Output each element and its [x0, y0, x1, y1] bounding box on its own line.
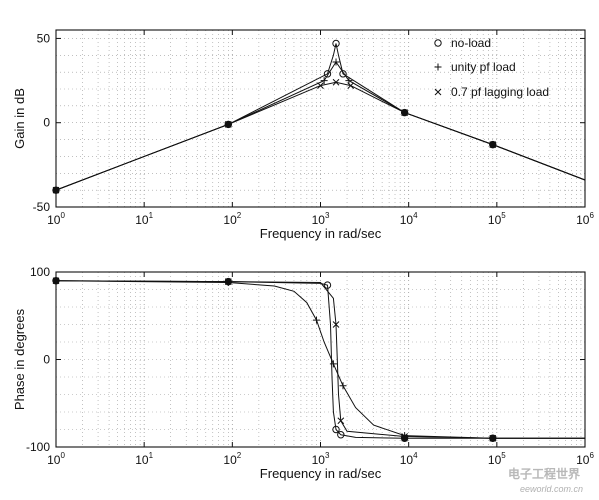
x-tick-label: 100 — [47, 451, 65, 467]
x-tick-base: 10 — [488, 453, 502, 467]
x-tick-base: 10 — [312, 213, 326, 227]
x-tick-label: 104 — [400, 451, 418, 467]
x-axis-label: Frequency in rad/sec — [260, 226, 382, 241]
coincident-point — [53, 187, 59, 194]
series-line — [55, 280, 585, 439]
legend-label: unity pf load — [451, 60, 516, 74]
coincident-point — [489, 141, 496, 148]
coincident-point — [401, 435, 408, 442]
x-tick-exponent: 6 — [589, 211, 594, 220]
x-tick-label: 103 — [312, 451, 330, 467]
data-marker-x — [434, 88, 442, 96]
watermark-logo: 电子工程世界 eeworld.com.cn — [508, 466, 583, 494]
x-tick-base: 10 — [400, 453, 414, 467]
x-tick-base: 10 — [488, 213, 502, 227]
x-tick-exponent: 3 — [325, 451, 330, 460]
watermark-main-text: 电子工程世界 — [508, 466, 580, 481]
x-tick-label: 101 — [135, 211, 153, 227]
x-tick-label: 105 — [488, 211, 506, 227]
data-marker-x — [337, 417, 345, 425]
coincident-point — [53, 277, 59, 284]
x-tick-exponent: 0 — [60, 211, 65, 220]
x-tick-base: 10 — [47, 213, 61, 227]
legend: no-load unity pf load 0.7 pf lagging load — [434, 36, 549, 99]
y-axis-label: Phase in degrees — [12, 308, 27, 410]
x-tick-exponent: 6 — [589, 451, 594, 460]
x-tick-base: 10 — [400, 213, 414, 227]
y-tick-label: -100 — [26, 440, 50, 454]
series-line — [55, 280, 585, 439]
x-tick-label: 102 — [223, 211, 241, 227]
data-marker-circle — [323, 281, 332, 289]
data-marker-x — [317, 82, 324, 89]
series-line — [55, 81, 586, 191]
coincident-point — [225, 121, 232, 128]
data-marker-plus — [339, 382, 347, 390]
grid-lines — [56, 272, 585, 447]
data-marker-x — [332, 321, 340, 328]
y-tick-label: -50 — [33, 200, 51, 214]
coincident-point — [489, 435, 496, 442]
y-tick-label: 0 — [43, 116, 50, 130]
y-axis-label: Gain in dB — [12, 88, 27, 149]
x-tick-base: 10 — [223, 213, 237, 227]
data-marker-circle — [434, 39, 442, 47]
data-marker-plus — [312, 316, 320, 324]
x-axis-label: Frequency in rad/sec — [260, 466, 382, 481]
data-marker-x — [347, 82, 355, 89]
x-tick-base: 10 — [312, 453, 326, 467]
x-tick-label: 102 — [223, 451, 241, 467]
y-tick-label: 0 — [43, 353, 50, 367]
x-tick-base: 10 — [223, 453, 237, 467]
data-marker-plus — [332, 58, 340, 66]
y-tick-label: 50 — [37, 31, 51, 45]
x-tick-base: 10 — [576, 453, 590, 467]
x-tick-exponent: 4 — [413, 451, 418, 460]
coincident-point — [225, 278, 232, 285]
grid-lines — [56, 30, 585, 207]
data-marker-circle — [337, 431, 345, 439]
x-tick-exponent: 4 — [413, 211, 418, 220]
x-tick-exponent: 1 — [149, 211, 154, 220]
x-tick-label: 104 — [400, 211, 418, 227]
x-tick-exponent: 3 — [325, 211, 330, 220]
x-tick-exponent: 1 — [149, 451, 154, 460]
x-tick-base: 10 — [135, 453, 149, 467]
x-tick-exponent: 5 — [501, 211, 506, 220]
legend-label: 0.7 pf lagging load — [451, 85, 549, 99]
data-marker-circle — [323, 70, 332, 78]
data-marker-plus — [345, 77, 353, 85]
x-tick-label: 106 — [576, 211, 594, 227]
data-marker-plus — [434, 63, 442, 71]
data-marker-circle — [339, 70, 347, 78]
x-tick-label: 101 — [135, 451, 153, 467]
data-marker-x — [332, 78, 340, 86]
x-tick-label: 100 — [47, 211, 65, 227]
data-marker-plus — [320, 77, 328, 85]
watermark-sub-text: eeworld.com.cn — [520, 484, 583, 494]
x-tick-base: 10 — [135, 213, 149, 227]
x-tick-base: 10 — [576, 213, 590, 227]
x-tick-exponent: 2 — [237, 211, 242, 220]
x-tick-exponent: 5 — [501, 451, 506, 460]
y-tick-label: 100 — [30, 265, 50, 279]
coincident-point — [401, 109, 408, 116]
x-tick-base: 10 — [47, 453, 61, 467]
x-tick-label: 105 — [488, 451, 506, 467]
data-marker-plus — [329, 360, 337, 368]
data-marker-circle — [332, 425, 340, 434]
x-tick-label: 106 — [576, 451, 594, 467]
legend-label: no-load — [451, 36, 491, 50]
data-marker-circle — [332, 39, 340, 48]
x-tick-exponent: 0 — [60, 451, 65, 460]
x-tick-label: 103 — [312, 211, 330, 227]
x-tick-exponent: 2 — [237, 451, 242, 460]
